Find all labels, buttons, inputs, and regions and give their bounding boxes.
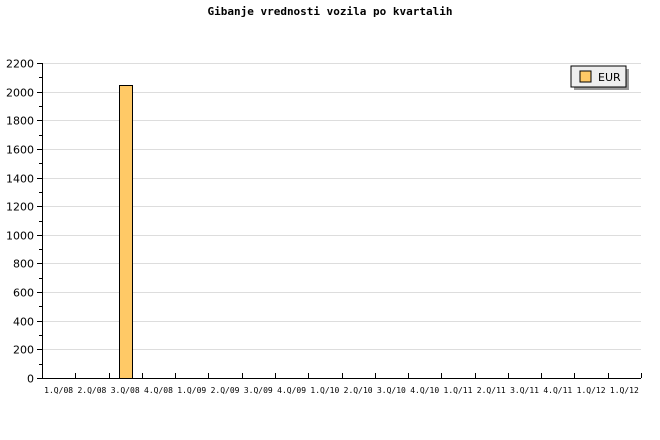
x-tick-label: 1.Q/09 [177,386,206,395]
x-tick-label: 1.Q/11 [444,386,473,395]
y-tick-label: 800 [13,258,34,271]
y-tick-label: 1600 [6,144,34,157]
y-tick-label: 200 [13,344,34,357]
x-tick-label: 2.Q/10 [344,386,373,395]
y-tick-label: 1800 [6,115,34,128]
x-tick-label: 4.Q/10 [410,386,439,395]
x-tick-label: 3.Q/09 [244,386,273,395]
y-tick-label: 1400 [6,173,34,186]
x-tick-label: 3.Q/08 [111,386,140,395]
x-tick-label: 2.Q/08 [77,386,106,395]
y-tick-label: 0 [27,373,34,386]
bar-3.Q/08 [119,85,133,379]
x-tick-label: 3.Q/11 [510,386,539,395]
x-tick-label: 4.Q/08 [144,386,173,395]
legend: EUR [570,65,629,90]
x-tick-label: 1.Q/10 [310,386,339,395]
bars [119,85,133,379]
axes: 0 200 400 600 800 1000 1200 1400 1600 1800 2000 220… [6,58,642,395]
y-tick-label: 2200 [6,58,34,71]
x-tick-label: 2.Q/11 [477,386,506,395]
x-tick-label: 3.Q/10 [377,386,406,395]
y-tick-label: 400 [13,316,34,329]
x-tick-label: 1.Q/12 [577,386,606,395]
grid [42,63,641,350]
x-tick-label: 1.Q/12 [610,386,639,395]
legend-swatch [579,70,592,83]
x-tick-label: 1.Q/08 [44,386,73,395]
x-tick-label: 4.Q/09 [277,386,306,395]
legend-label: EUR [598,71,621,84]
y-tick-label: 1000 [6,230,34,243]
y-tick-label: 1200 [6,201,34,214]
y-tick-label: 2000 [6,87,34,100]
chart-title: Gibanje vrednosti vozila po kvartalih [207,5,452,18]
x-tick-label: 4.Q/11 [543,386,572,395]
x-tick-label: 2.Q/09 [211,386,240,395]
y-tick-label: 600 [13,287,34,300]
